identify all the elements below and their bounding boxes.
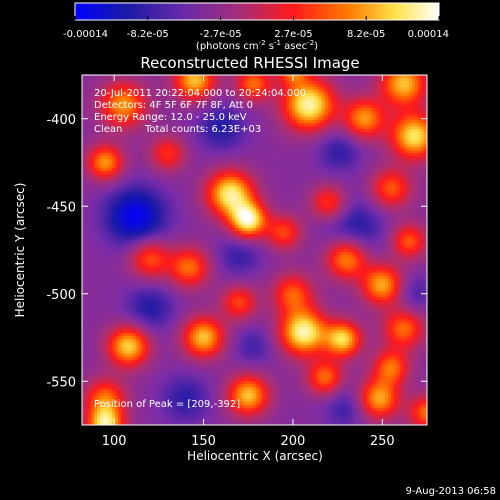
- heatmap-image: [82, 75, 427, 425]
- info-overlay: 20-Jul-2011 20:22:04.000 to 20:24:04.000…: [94, 88, 306, 410]
- overlay-peak-position: Position of Peak = [209,-392]: [94, 399, 240, 410]
- footer-timestamp: 9-Aug-2013 06:58: [406, 486, 496, 497]
- overlay-energy-range: Energy Range: 12.0 - 25.0 keV: [94, 112, 247, 123]
- plot-frame: [81, 74, 428, 426]
- x-tick-label: 100: [102, 434, 127, 449]
- y-tick-label: -450: [46, 200, 76, 215]
- plot-area: 100 150 200 250 -400 -450 -500 -550: [46, 74, 428, 449]
- chart-title: Reconstructed RHESSI Image: [140, 54, 359, 72]
- y-tick-label: -500: [46, 288, 76, 303]
- colorbar: -0.00014 -8.2e-05 -2.7e-05 2.7e-05 8.2e-05 0.…: [63, 2, 449, 52]
- overlay-method: Clean: [94, 124, 122, 135]
- x-tick-label: 150: [191, 434, 216, 449]
- colorbar-tick-label: -2.7e-05: [200, 29, 242, 40]
- overlay-total-counts: Total counts: 6.23E+03: [144, 124, 261, 135]
- colorbar-gradient: [74, 2, 440, 21]
- x-tick-label: 250: [370, 434, 395, 449]
- colorbar-tick-label: -8.2e-05: [127, 29, 169, 40]
- colorbar-tick-label: 0.00014: [408, 29, 449, 40]
- colorbar-tick-label: -0.00014: [63, 29, 108, 40]
- y-tick-label: -550: [46, 375, 76, 390]
- y-axis-label: Heliocentric Y (arcsec): [13, 183, 27, 318]
- overlay-time-range: 20-Jul-2011 20:22:04.000 to 20:24:04.000: [94, 88, 306, 99]
- overlay-detectors: Detectors: 4F 5F 6F 7F 8F, Att 0: [94, 100, 253, 111]
- y-axis-ticks: -400 -450 -500 -550: [46, 113, 427, 390]
- y-tick-label: -400: [46, 113, 76, 128]
- colorbar-tick-label: 8.2e-05: [347, 29, 385, 40]
- colorbar-tick-label: 2.7e-05: [274, 29, 312, 40]
- x-axis-label: Heliocentric X (arcsec): [187, 449, 323, 463]
- x-axis-ticks: 100 150 200 250: [102, 75, 395, 449]
- colorbar-unit-label: (photons cm-2 s-1 asec-2): [196, 39, 318, 52]
- x-tick-label: 200: [281, 434, 306, 449]
- colorbar-ticks: -0.00014 -8.2e-05 -2.7e-05 2.7e-05 8.2e-05 0.…: [63, 16, 449, 40]
